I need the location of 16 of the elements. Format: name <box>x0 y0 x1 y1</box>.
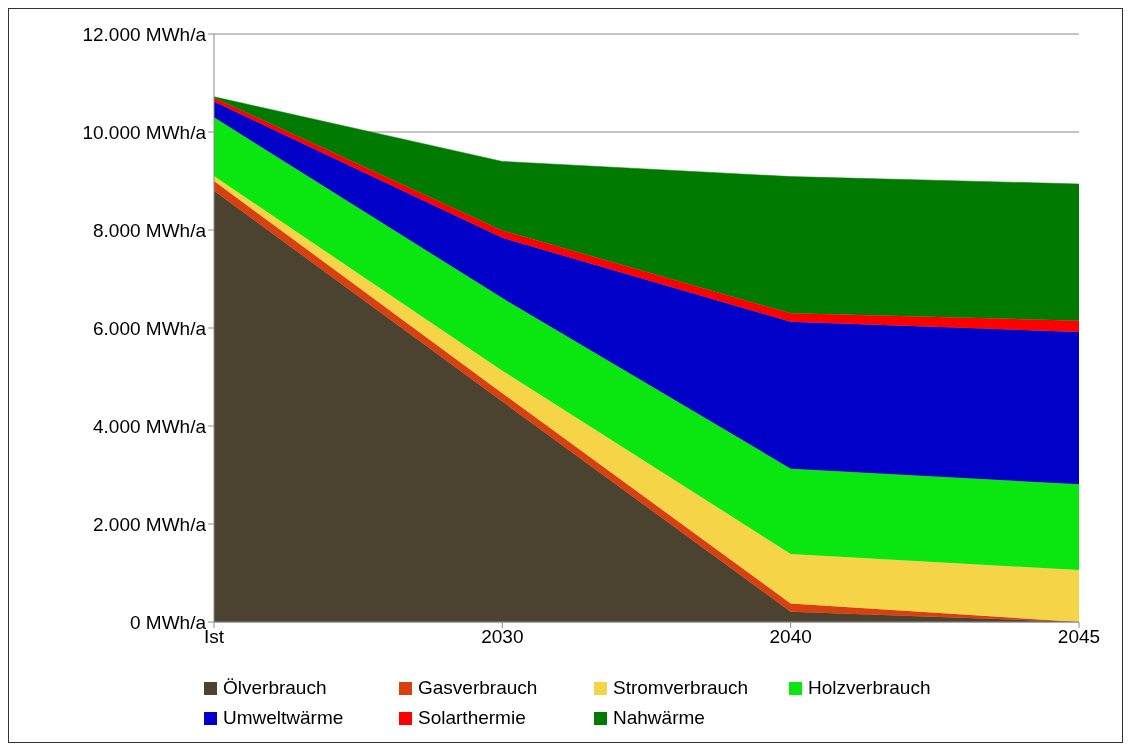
y-tick-label: 8.000 MWh/a <box>93 219 207 241</box>
legend-label: Stromverbrauch <box>612 677 750 699</box>
y-tick-label: 4.000 MWh/a <box>93 415 207 437</box>
legend-label: Nahwärme <box>612 707 706 729</box>
legend-label: Umweltwärme <box>222 707 345 729</box>
legend-label: Gasverbrauch <box>417 677 539 699</box>
x-tick-label: 2045 <box>1057 626 1101 648</box>
y-tick-label: 6.000 MWh/a <box>93 317 207 339</box>
y-tick-label: 2.000 MWh/a <box>93 513 207 535</box>
legend-label: Ölverbrauch <box>222 677 328 699</box>
y-tick-label: 12.000 MWh/a <box>82 23 207 45</box>
legend-label: Holzverbrauch <box>807 677 932 699</box>
legend-label: Solarthermie <box>417 707 527 729</box>
x-tick-label: 2030 <box>481 626 524 648</box>
y-tick-label: 10.000 MWh/a <box>82 121 207 143</box>
x-tick-label: 2040 <box>769 626 812 648</box>
